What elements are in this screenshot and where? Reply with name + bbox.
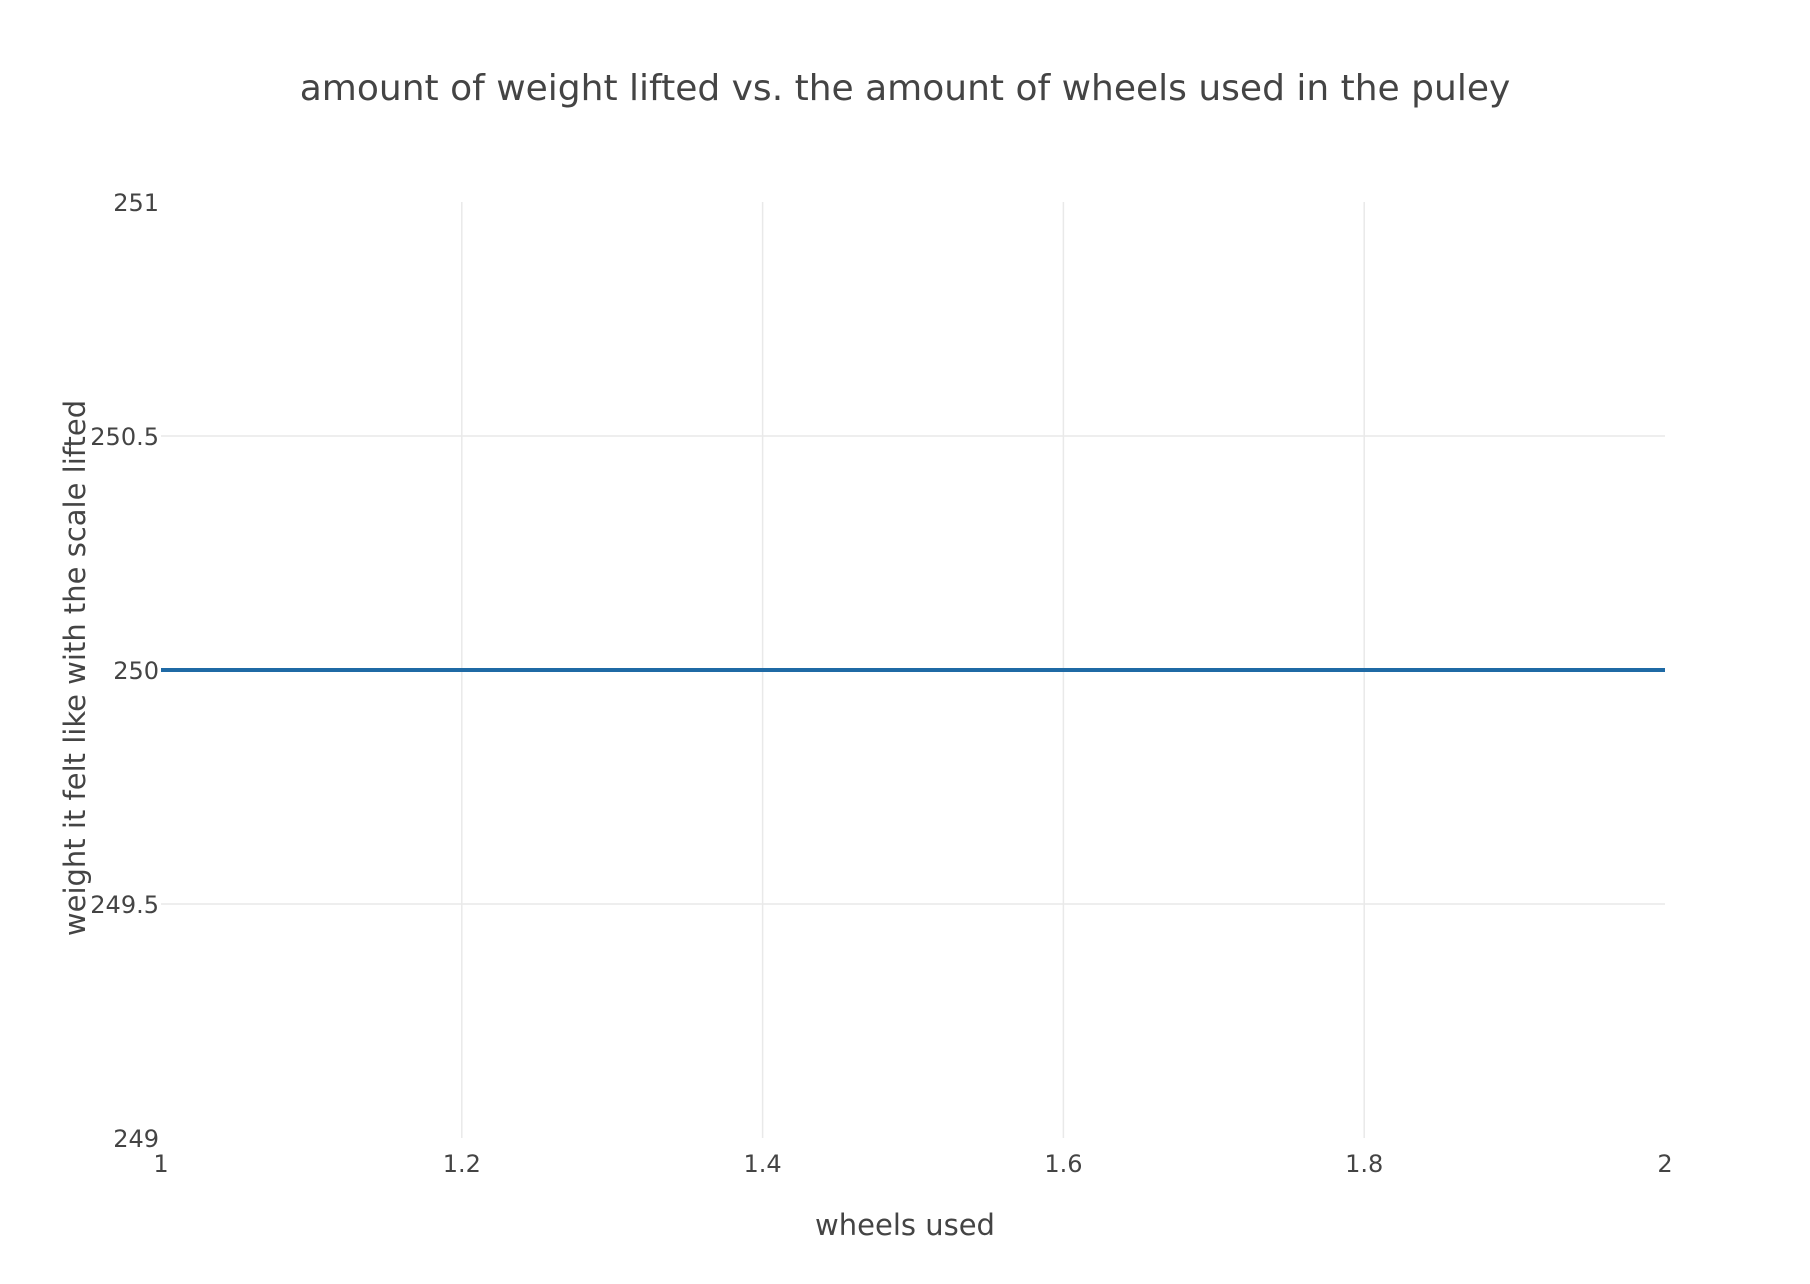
y-tick-label: 250	[113, 657, 159, 685]
y-axis-ticks: 249 249.5 250 250.5 251	[90, 189, 159, 1153]
x-tick-label: 1.8	[1345, 1150, 1383, 1178]
y-tick-label: 249.5	[90, 891, 159, 919]
x-tick-label: 2	[1657, 1150, 1672, 1178]
x-axis-title: wheels used	[815, 1208, 995, 1242]
y-axis-title: weight it felt like with the scale lifte…	[58, 400, 92, 936]
x-tick-label: 1.6	[1044, 1150, 1082, 1178]
x-tick-label: 1.2	[443, 1150, 481, 1178]
x-axis-ticks: 1 1.2 1.4 1.6 1.8 2	[153, 1150, 1672, 1178]
y-tick-label: 250.5	[90, 423, 159, 451]
chart-title: amount of weight lifted vs. the amount o…	[300, 68, 1511, 109]
x-tick-label: 1.4	[744, 1150, 782, 1178]
y-tick-label: 251	[113, 189, 159, 217]
y-tick-label: 249	[113, 1125, 159, 1153]
x-tick-label: 1	[153, 1150, 168, 1178]
